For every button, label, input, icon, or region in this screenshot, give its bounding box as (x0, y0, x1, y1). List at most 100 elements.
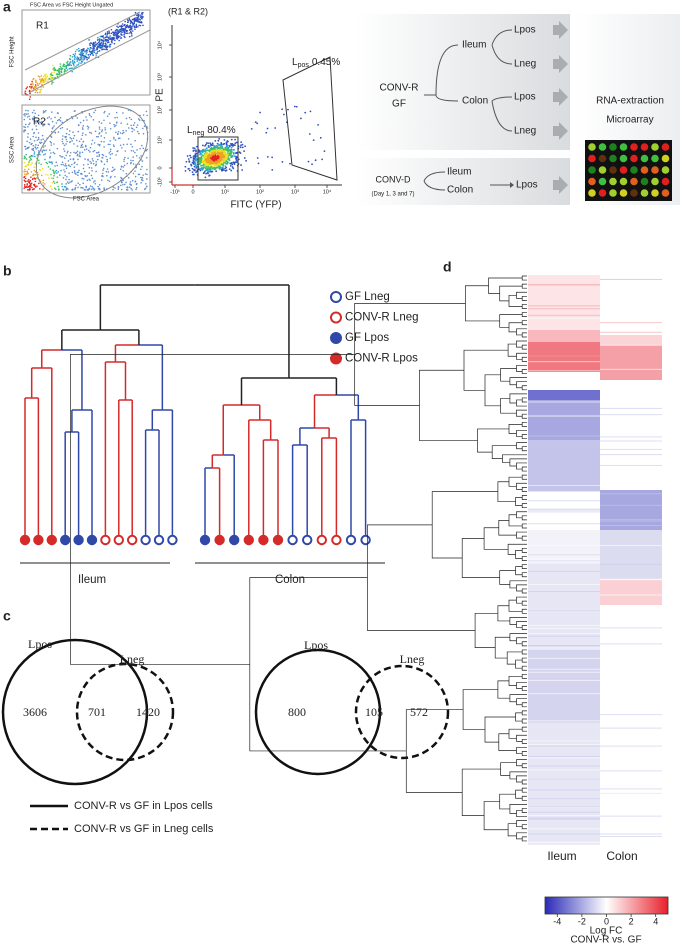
event-dot (145, 149, 148, 152)
event-dot (282, 113, 285, 116)
leaf-marker (140, 534, 151, 546)
event-dot (123, 164, 126, 167)
event-dot (202, 144, 204, 147)
panel-label: b (3, 263, 12, 279)
event-dot (100, 135, 102, 137)
axis-label: FSC Height (10, 36, 16, 67)
event-dot (30, 176, 32, 178)
event-dot (52, 74, 54, 77)
event-dot (112, 144, 115, 146)
event-dot (70, 137, 73, 140)
event-dot (34, 186, 37, 188)
event-dot (203, 161, 206, 164)
event-dot (112, 188, 114, 191)
event-dot (210, 157, 212, 160)
venn-count: 105 (365, 705, 383, 719)
event-dot (61, 156, 64, 158)
event-dot (136, 20, 138, 23)
event-dot (136, 18, 139, 21)
event-dot (37, 132, 40, 134)
event-dot (32, 149, 35, 152)
event-dot (68, 141, 71, 143)
event-dot (208, 174, 210, 177)
event-dot (27, 188, 29, 191)
event-dot (32, 78, 34, 81)
event-dot (89, 151, 91, 153)
event-dot (42, 181, 44, 184)
heatmap-row (528, 778, 600, 780)
event-dot (36, 139, 39, 142)
heatmap-row (528, 611, 600, 613)
event-dot (92, 163, 95, 165)
axis-label: FITC (YFP) (230, 200, 281, 211)
event-dot (103, 140, 105, 143)
heatmap-row (528, 721, 600, 723)
heatmap-row (528, 454, 600, 456)
event-dot (84, 144, 87, 147)
event-dot (194, 155, 197, 158)
event-dot (215, 162, 217, 165)
colorbar-tick-label: 2 (629, 916, 634, 926)
x-tick-label: 10⁴ (323, 188, 332, 195)
event-dot (98, 144, 101, 147)
event-dot (31, 128, 34, 131)
event-dot (131, 189, 133, 191)
event-dot (116, 38, 119, 40)
event-dot (67, 64, 69, 66)
event-dot (240, 144, 242, 147)
event-dot (53, 143, 55, 145)
event-dot (193, 165, 196, 168)
event-dot (113, 136, 115, 139)
leaf-marker (113, 534, 125, 546)
event-dot (130, 187, 132, 190)
microarray-spot (651, 143, 659, 151)
microarray-spot (609, 143, 617, 151)
event-dot (45, 73, 47, 76)
event-dot (45, 173, 47, 176)
event-dot (90, 115, 92, 118)
microarray-spot (640, 143, 649, 151)
event-dot (33, 153, 36, 155)
event-dot (199, 167, 202, 170)
leaf-marker (127, 534, 138, 546)
event-dot (220, 160, 223, 163)
event-dot (92, 150, 95, 153)
event-dot (229, 142, 232, 145)
event-dot (107, 143, 110, 146)
event-dot (92, 47, 95, 49)
event-dot (121, 132, 124, 135)
event-dot (195, 157, 197, 160)
microarray-spot (598, 154, 607, 163)
event-dot (135, 25, 138, 27)
event-dot (50, 152, 52, 154)
block-arrow (553, 88, 568, 106)
event-dot (38, 82, 41, 85)
event-dot (190, 156, 192, 159)
event-dot (25, 186, 28, 189)
legend-marker (330, 332, 342, 344)
label: Lpos (514, 92, 536, 103)
heatmap-band (600, 380, 662, 490)
event-dot (24, 180, 27, 183)
event-dot (216, 160, 219, 163)
event-dot (194, 169, 196, 172)
event-dot (76, 145, 79, 147)
event-dot (51, 188, 53, 190)
event-dot (240, 164, 242, 166)
event-dot (63, 71, 66, 73)
event-dot (104, 33, 107, 36)
event-dot (134, 28, 136, 31)
event-dot (225, 153, 228, 156)
event-dot (107, 36, 109, 38)
event-dot (203, 166, 206, 169)
event-dot (82, 52, 85, 55)
event-dot (49, 168, 52, 170)
event-dot (75, 65, 77, 68)
event-dot (28, 115, 30, 117)
leaf-marker (167, 534, 178, 546)
event-dot (82, 146, 84, 148)
event-dot (227, 156, 230, 158)
event-dot (221, 151, 223, 154)
event-dot (86, 119, 88, 121)
event-dot (84, 55, 87, 58)
